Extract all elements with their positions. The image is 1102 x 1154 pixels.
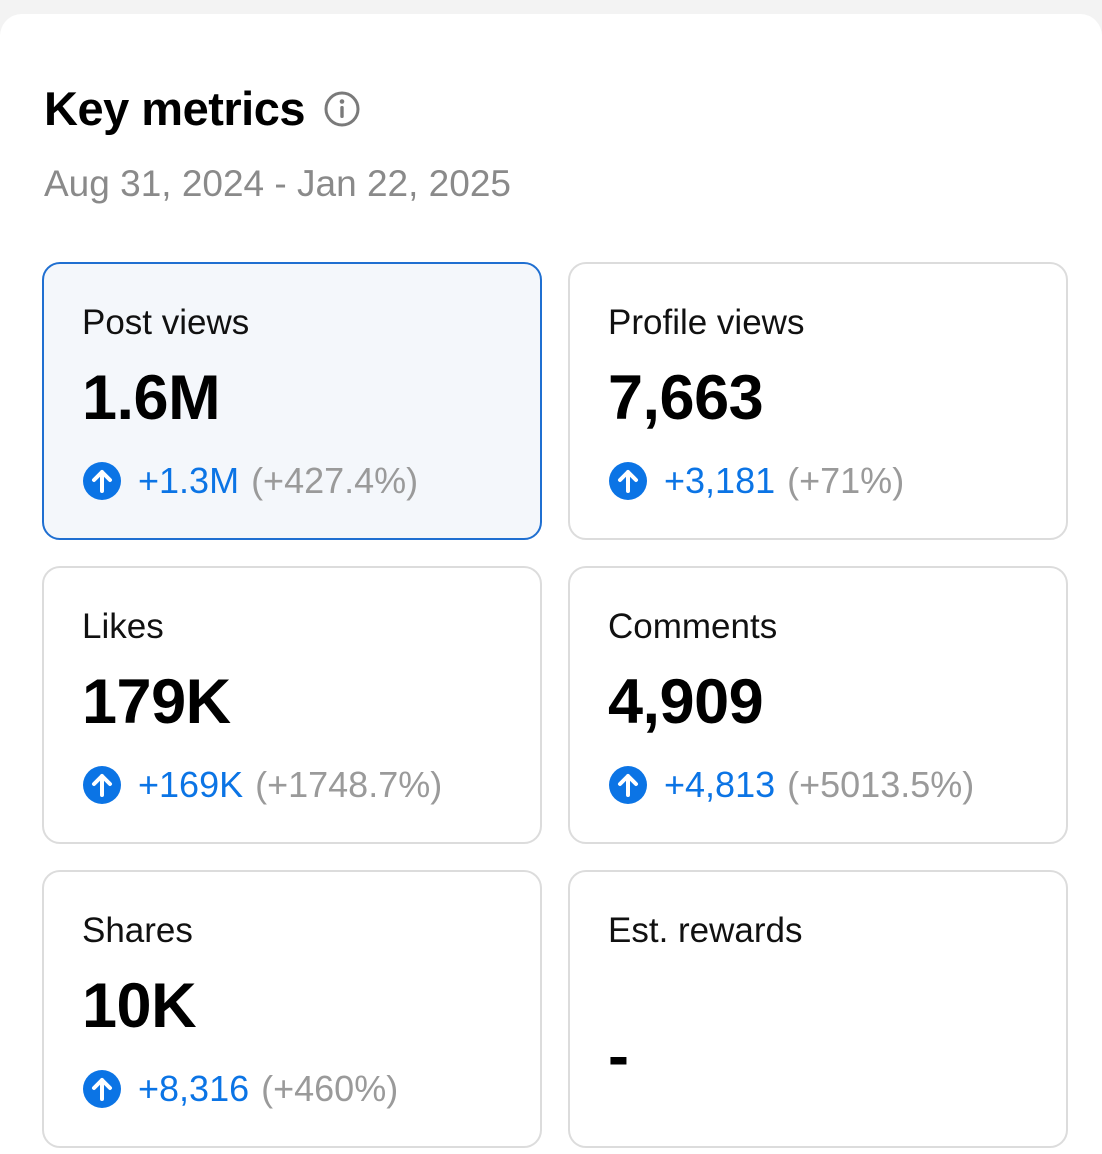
info-icon[interactable] xyxy=(323,90,361,128)
metric-card-likes[interactable]: Likes 179K +169K (+1748.7%) xyxy=(42,566,542,844)
metric-card-post-views[interactable]: Post views 1.6M +1.3M (+427.4%) xyxy=(42,262,542,540)
arrow-up-circle-icon xyxy=(608,765,648,805)
metric-change: +4,813 (+5013.5%) xyxy=(608,764,974,806)
metric-label: Profile views xyxy=(608,303,805,342)
metric-change: +8,316 (+460%) xyxy=(82,1068,398,1110)
header: Key metrics xyxy=(44,82,361,136)
metric-value: - xyxy=(608,1021,629,1091)
metric-card-est-rewards[interactable]: Est. rewards - xyxy=(568,870,1068,1148)
metric-value: 10K xyxy=(82,971,197,1041)
metric-value: 179K xyxy=(82,667,231,737)
metric-delta: +1.3M xyxy=(138,460,240,501)
metric-change: +169K (+1748.7%) xyxy=(82,764,442,806)
metric-delta: +3,181 xyxy=(664,460,776,501)
metric-label: Shares xyxy=(82,911,193,950)
arrow-up-circle-icon xyxy=(82,765,122,805)
metric-card-shares[interactable]: Shares 10K +8,316 (+460%) xyxy=(42,870,542,1148)
metric-delta: +169K xyxy=(138,764,244,805)
metric-percent: (+460%) xyxy=(261,1068,399,1109)
metric-card-profile-views[interactable]: Profile views 7,663 +3,181 (+71%) xyxy=(568,262,1068,540)
metric-label: Post views xyxy=(82,303,250,342)
metric-delta: +4,813 xyxy=(664,764,776,805)
metric-value: 4,909 xyxy=(608,667,764,737)
metric-percent: (+5013.5%) xyxy=(787,764,975,805)
key-metrics-panel: Key metrics Aug 31, 2024 - Jan 22, 2025 … xyxy=(0,14,1102,1154)
metric-change: +3,181 (+71%) xyxy=(608,460,904,502)
metric-percent: (+427.4%) xyxy=(251,460,419,501)
metric-label: Comments xyxy=(608,607,778,646)
arrow-up-circle-icon xyxy=(82,1069,122,1109)
metric-value: 7,663 xyxy=(608,363,764,433)
metric-label: Est. rewards xyxy=(608,911,803,950)
date-range: Aug 31, 2024 - Jan 22, 2025 xyxy=(44,163,511,204)
metric-delta: +8,316 xyxy=(138,1068,250,1109)
metric-percent: (+1748.7%) xyxy=(255,764,443,805)
metric-card-comments[interactable]: Comments 4,909 +4,813 (+5013.5%) xyxy=(568,566,1068,844)
metrics-grid: Post views 1.6M +1.3M (+427.4%) Profile … xyxy=(42,262,1068,1148)
metric-percent: (+71%) xyxy=(787,460,905,501)
arrow-up-circle-icon xyxy=(82,461,122,501)
arrow-up-circle-icon xyxy=(608,461,648,501)
page-title: Key metrics xyxy=(44,82,306,135)
metric-change: +1.3M (+427.4%) xyxy=(82,460,418,502)
metric-value: 1.6M xyxy=(82,363,221,433)
metric-label: Likes xyxy=(82,607,164,646)
